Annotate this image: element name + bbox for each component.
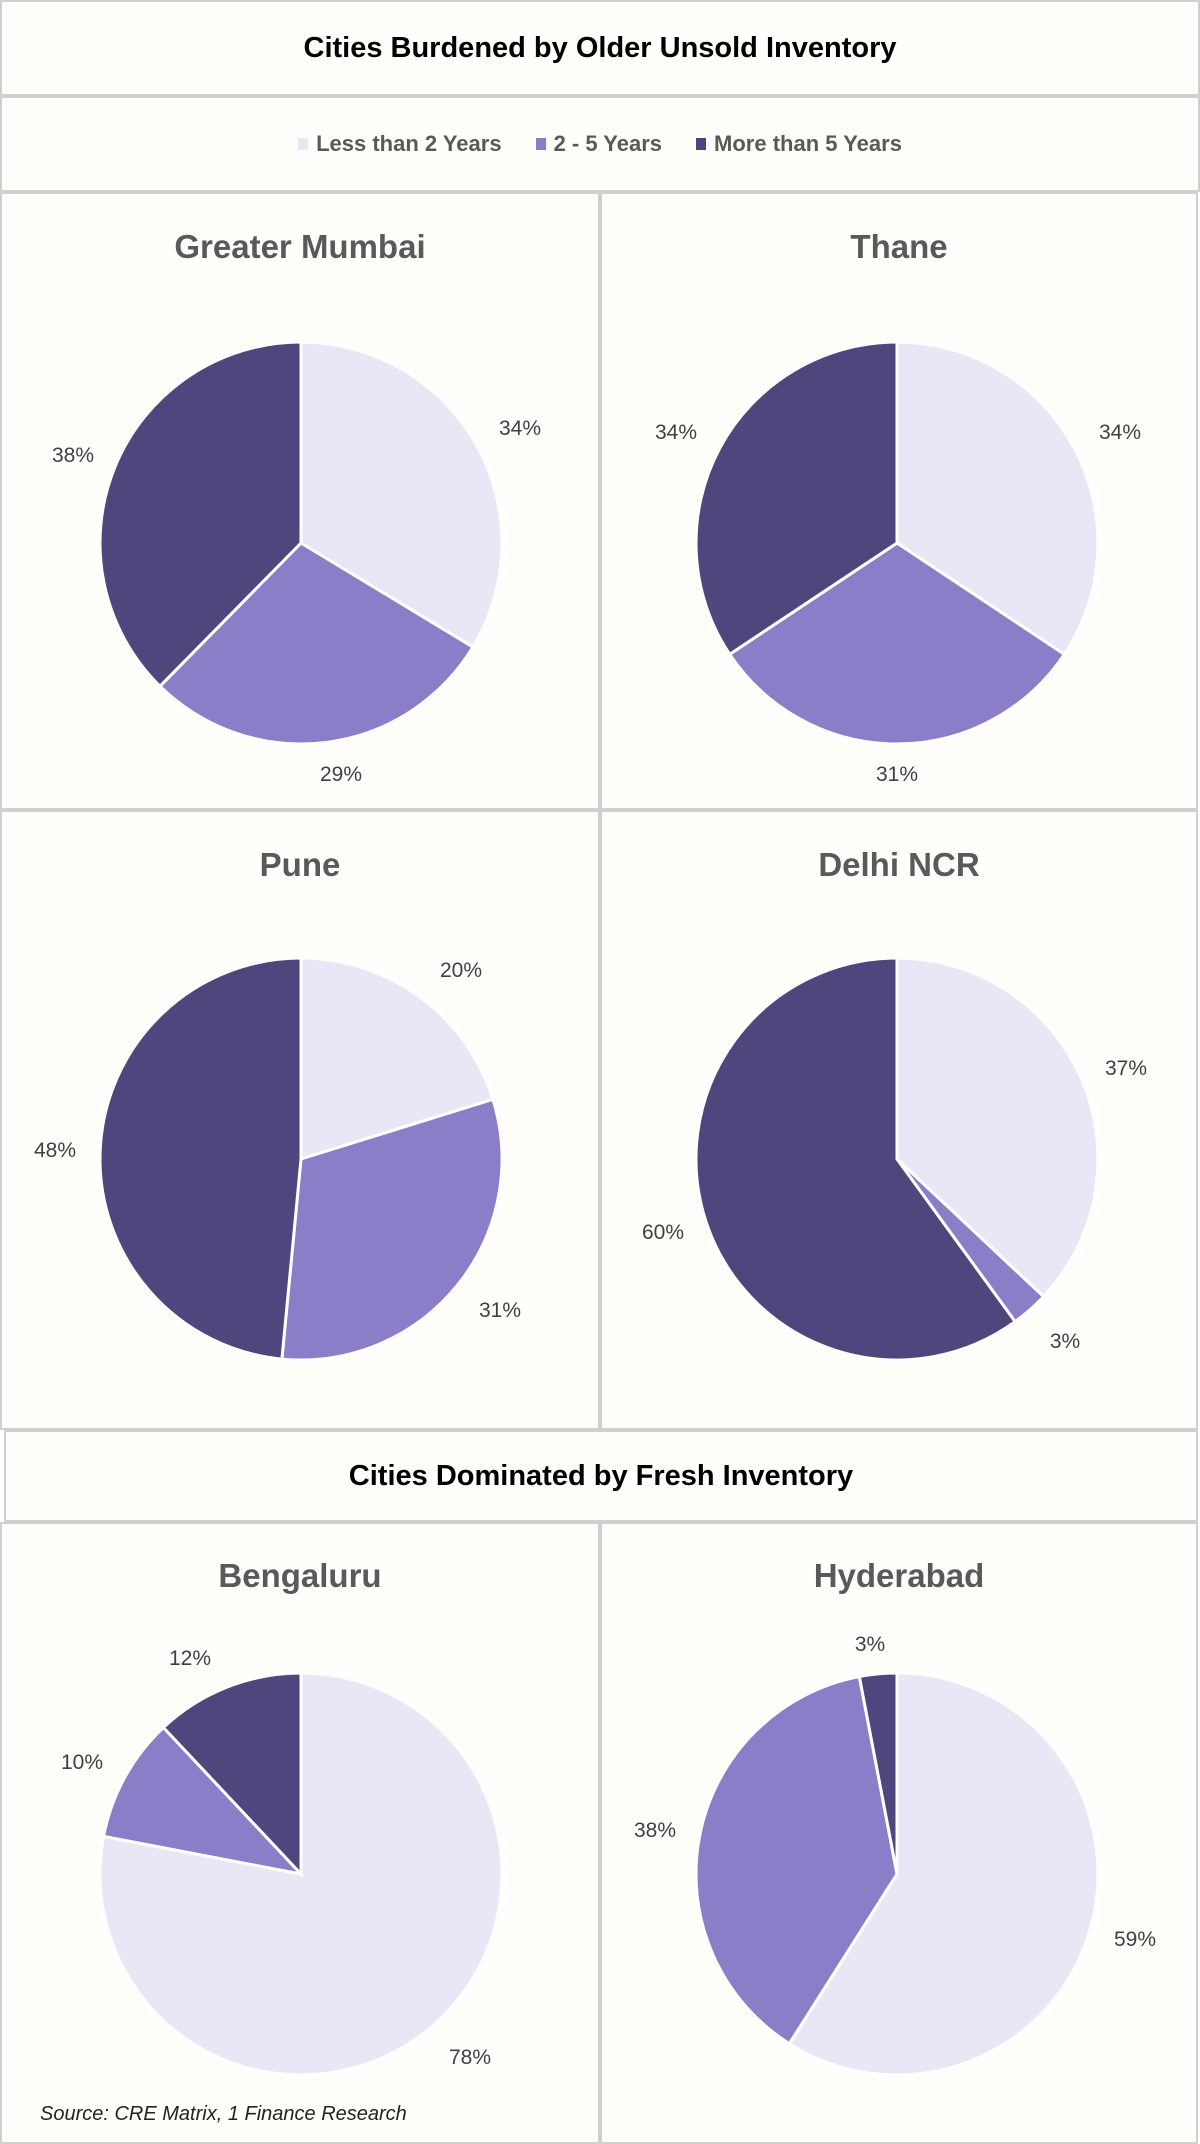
pie-slice-more-than-5-years — [694, 340, 899, 657]
pie-chart-delhi-ncr — [694, 956, 1100, 1362]
data-label-less-than-2-years: 37% — [1104, 1057, 1148, 1080]
pie-slice-more-than-5-years — [694, 956, 1018, 1362]
legend-label: More than 5 Years — [714, 131, 902, 156]
data-label-more-than-5-years: 48% — [33, 1139, 77, 1162]
pie-slice-2-5-years — [101, 1725, 306, 1877]
legend: Less than 2 Years 2 - 5 Years More than … — [2, 98, 1198, 190]
data-label-less-than-2-years: 20% — [439, 959, 483, 982]
pie-slice-more-than-5-years — [98, 340, 303, 689]
pie-title: Greater Mumbai — [174, 228, 426, 265]
data-label-2-5-years: 38% — [633, 1819, 677, 1842]
legend-swatch — [696, 138, 707, 150]
data-label-less-than-2-years: 78% — [448, 2046, 492, 2069]
pie-slice-less-than-2-years — [787, 1671, 1100, 2077]
data-label-less-than-2-years: 59% — [1113, 1928, 1157, 1951]
pie-slice-less-than-2-years — [299, 956, 495, 1162]
pie-chart-greater-mumbai — [98, 340, 504, 746]
source-note: Source: CRE Matrix, 1 Finance Research — [40, 2103, 407, 2125]
data-label-more-than-5-years: 34% — [654, 421, 698, 444]
pie-slice-2-5-years — [157, 541, 476, 746]
older-title-box: Cities Burdened by Older Unsold Inventor… — [0, 0, 1200, 96]
data-label-more-than-5-years: 38% — [51, 444, 95, 467]
pie-slice-more-than-5-years — [98, 956, 303, 1361]
data-label-2-5-years: 3% — [1049, 1330, 1081, 1353]
pie-title: Hyderabad — [813, 1557, 985, 1594]
pie-chart-thane — [694, 340, 1100, 746]
pie-slice-less-than-2-years — [299, 340, 504, 650]
pie-chart-hyderabad — [694, 1671, 1100, 2077]
pie-slice-less-than-2-years — [895, 956, 1100, 1299]
legend-box: Less than 2 Years 2 - 5 Years More than … — [0, 96, 1200, 192]
legend-item-more-than-5: More than 5 Years — [696, 131, 902, 157]
fresh-inventory-title: Cities Dominated by Fresh Inventory — [348, 1460, 854, 1492]
fresh-title-box: Cities Dominated by Fresh Inventory — [4, 1430, 1198, 1522]
data-label-2-5-years: 31% — [875, 763, 919, 786]
legend-item-2-5: 2 - 5 Years — [535, 131, 663, 157]
data-label-2-5-years: 10% — [60, 1751, 104, 1774]
pie-slice-2-5-years — [280, 1097, 504, 1362]
data-label-more-than-5-years: 3% — [854, 1633, 886, 1656]
pie-title: Thane — [850, 228, 948, 265]
legend-swatch — [298, 138, 309, 150]
pie-slice-2-5-years — [727, 541, 1067, 746]
pie-title: Bengaluru — [218, 1557, 382, 1594]
pie-chart-bengaluru — [98, 1671, 504, 2077]
pie-title: Pune — [259, 846, 341, 883]
data-label-less-than-2-years: 34% — [498, 417, 542, 440]
data-label-less-than-2-years: 34% — [1098, 421, 1142, 444]
legend-label: 2 - 5 Years — [553, 131, 663, 156]
legend-item-less-than-2: Less than 2 Years — [298, 131, 502, 157]
pie-slice-more-than-5-years — [857, 1671, 899, 1875]
data-label-2-5-years: 29% — [319, 763, 363, 786]
pie-slice-2-5-years — [694, 1674, 899, 2046]
pie-title: Delhi NCR — [818, 846, 980, 883]
data-label-2-5-years: 31% — [478, 1299, 522, 1322]
pie-chart-pune — [98, 956, 504, 1362]
data-label-more-than-5-years: 12% — [168, 1647, 212, 1670]
pie-slice-more-than-5-years — [161, 1671, 303, 1878]
legend-swatch — [535, 138, 546, 150]
older-inventory-title: Cities Burdened by Older Unsold Inventor… — [303, 32, 897, 64]
data-label-more-than-5-years: 60% — [641, 1221, 685, 1244]
legend-label: Less than 2 Years — [316, 131, 502, 156]
